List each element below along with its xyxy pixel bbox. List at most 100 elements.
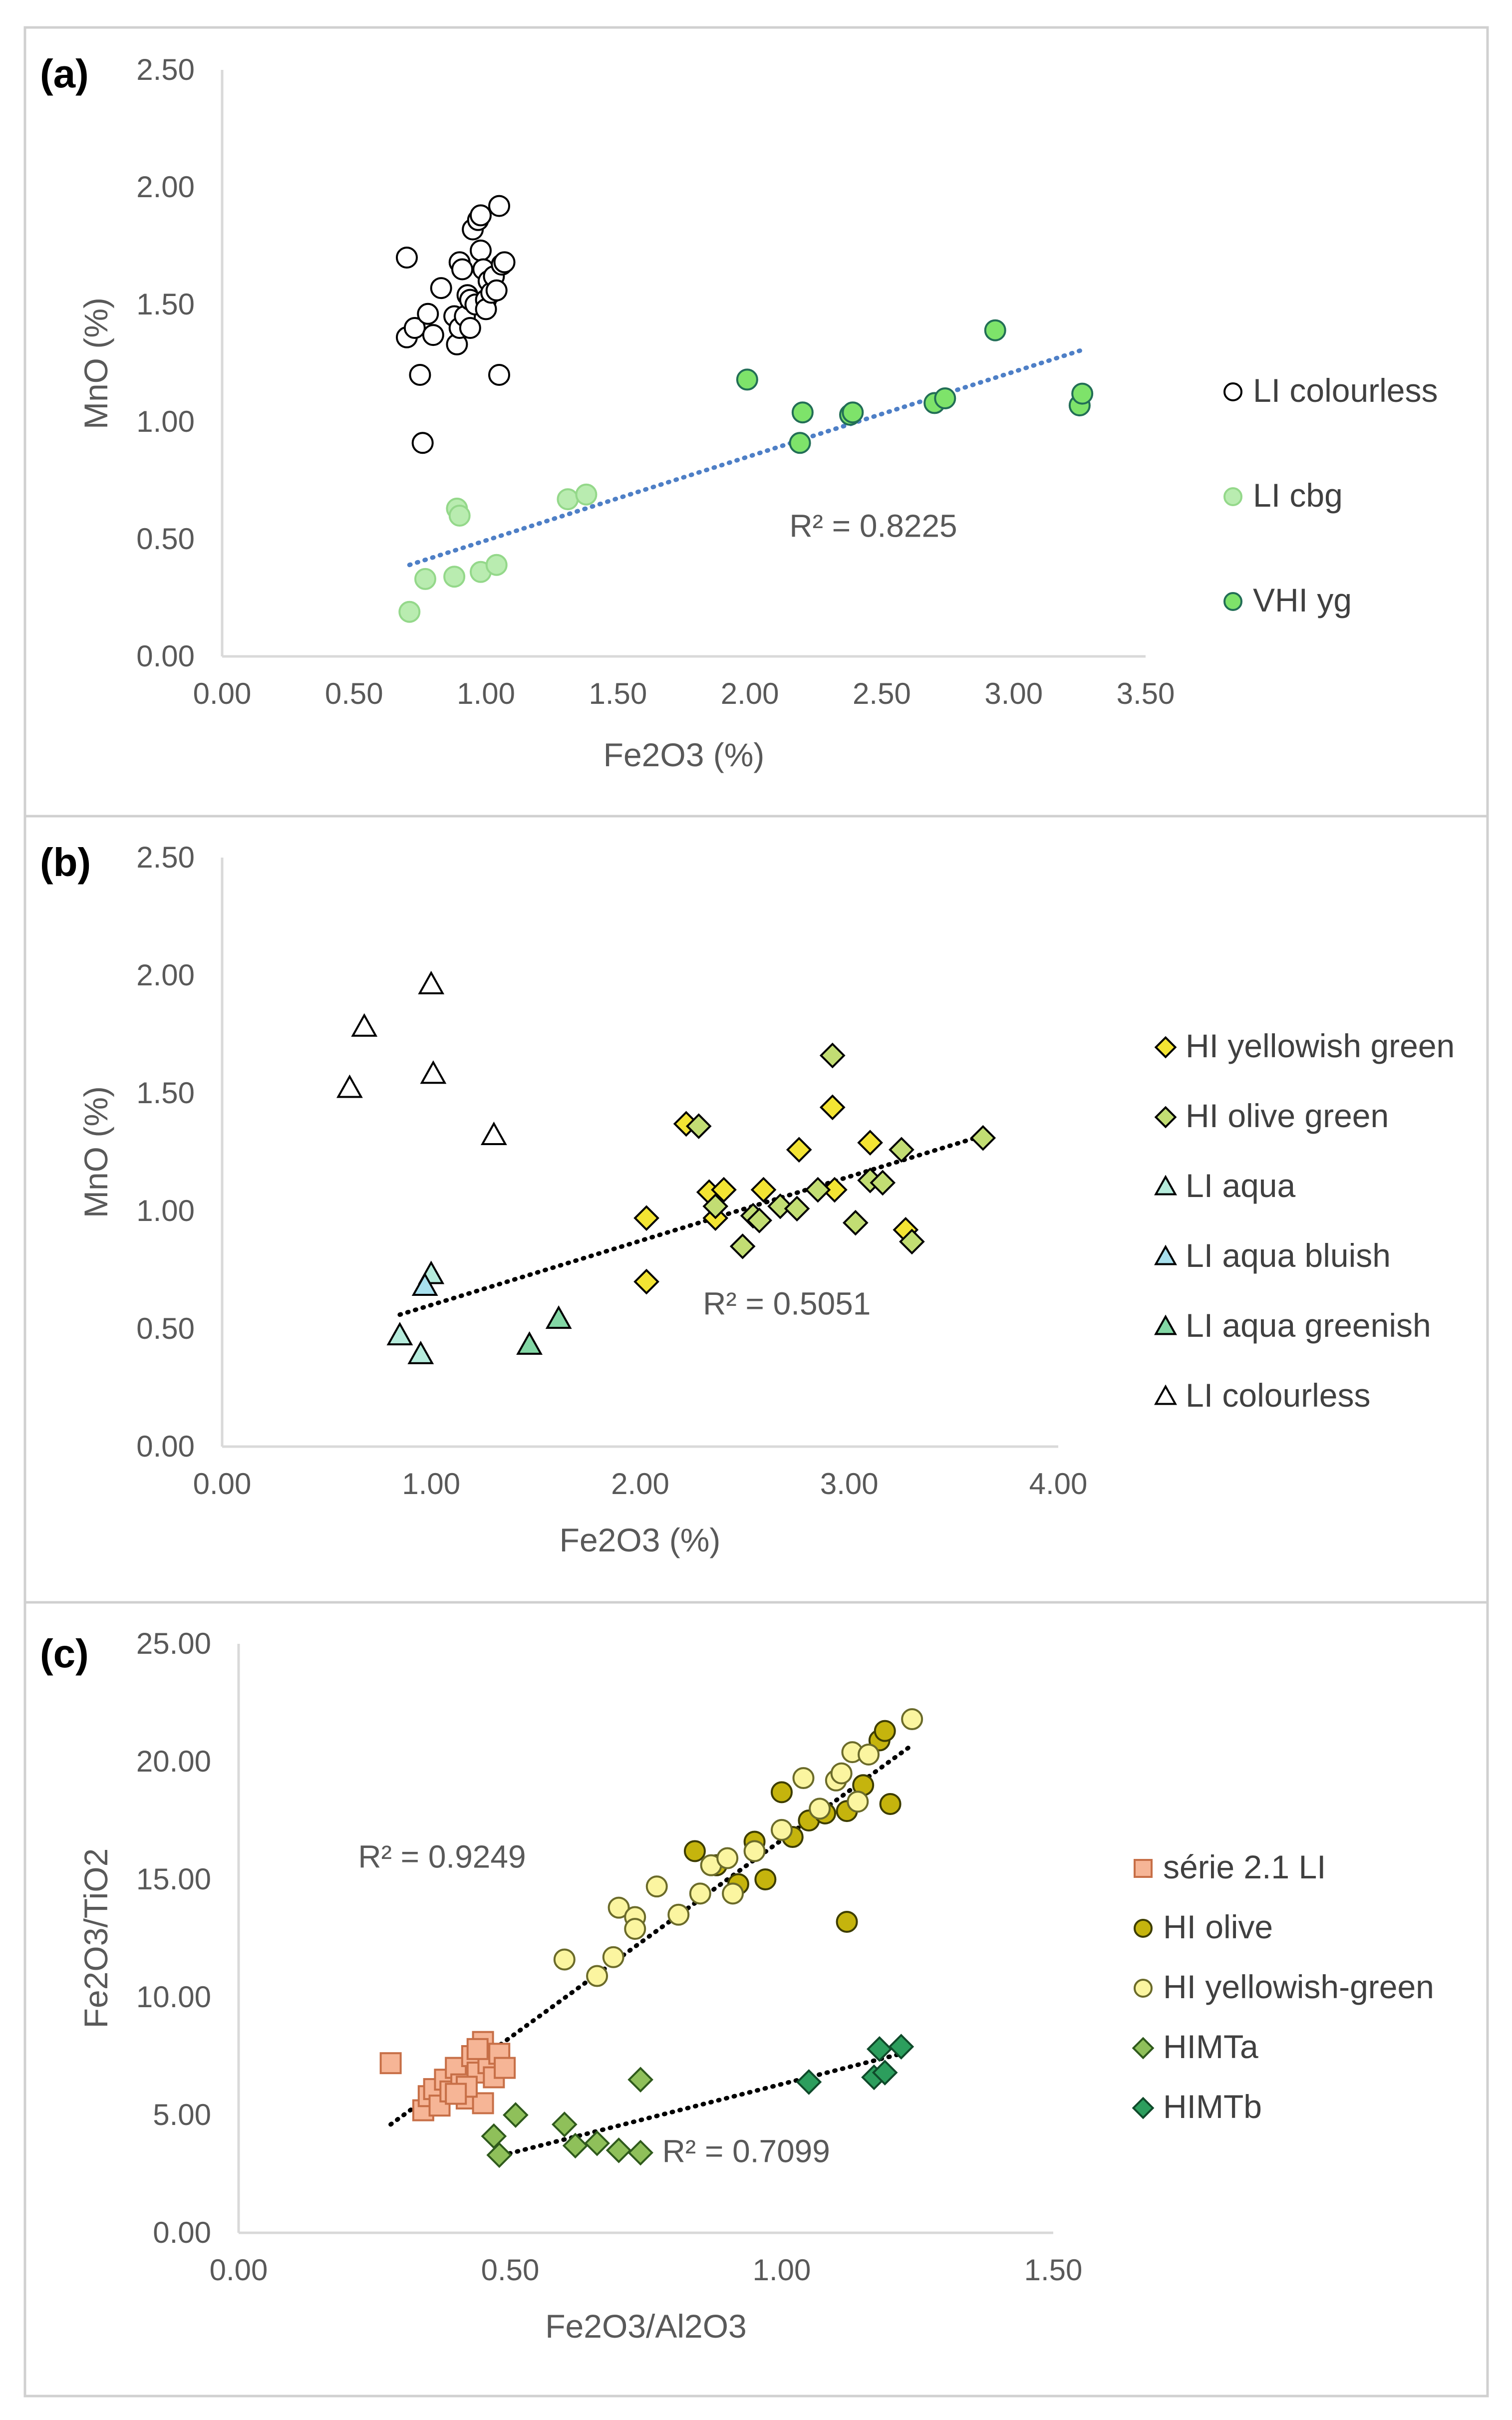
trendline — [407, 346, 1087, 568]
hi-olive-green-point — [729, 1233, 756, 1259]
panel-b-label: (b) — [40, 840, 91, 885]
himtb-point — [872, 2060, 898, 2086]
panel-b-y-title: MnO (%) — [77, 1086, 114, 1218]
x-tick-label: 3.00 — [820, 1467, 879, 1501]
y-tick-label: 1.50 — [136, 288, 195, 321]
y-tick-label: 2.50 — [136, 53, 195, 86]
r-squared-label: R² = 0.5051 — [703, 1286, 871, 1322]
hi-olive-green-point — [784, 1196, 810, 1222]
hi-olive-green-point — [819, 1042, 846, 1069]
hi-olive-green-point — [899, 1228, 925, 1255]
x-tick-label: 4.00 — [1029, 1467, 1088, 1501]
legend-label-li-cbg: LI cbg — [1253, 477, 1343, 514]
hi-olive-green-point — [889, 1137, 914, 1163]
legend-label-hi-yellowish-green: HI yellowish green — [1186, 1027, 1455, 1064]
legend-label-hi-olive-green: HI olive green — [1186, 1097, 1389, 1134]
himtb-point — [867, 2036, 893, 2062]
legend-label-li-aqua: LI aqua — [1186, 1167, 1295, 1204]
li-cbg-point — [485, 554, 508, 576]
hi-yellowish-green-point — [750, 1177, 777, 1203]
himta-point — [562, 2132, 589, 2159]
hi-yellowish-green-point — [667, 1903, 690, 1926]
y-tick-label: 0.00 — [136, 1430, 195, 1463]
li-colourless-point — [336, 1074, 363, 1098]
hi-yellowish-green-point — [792, 1767, 815, 1790]
panel-c-x-title: Fe2O3/Al2O3 — [545, 2308, 747, 2345]
li-colourless-point — [459, 317, 481, 339]
y-tick-label: 0.50 — [136, 522, 195, 556]
legend-marker-li-aqua — [1154, 1175, 1177, 1196]
legend-marker-hi-yellowish-green — [1134, 1979, 1153, 1998]
s-rie-2-1-li-point — [445, 2083, 467, 2105]
hi-yellowish-green-point — [819, 1094, 846, 1121]
panel-c-y-title: Fe2O3/TiO2 — [77, 1848, 114, 2029]
himta-point — [605, 2137, 632, 2163]
y-tick-label: 15.00 — [136, 1862, 211, 1896]
s-rie-2-1-li-point — [466, 2038, 489, 2060]
hi-olive-green-point — [767, 1193, 793, 1219]
r-squared-label: R² = 0.7099 — [662, 2133, 830, 2169]
li-colourless-point — [418, 970, 445, 994]
himta-point — [486, 2142, 513, 2168]
y-tick-label: 2.00 — [136, 958, 195, 992]
li-colourless-point — [396, 247, 418, 269]
trendline — [397, 1133, 985, 1317]
li-aqua-point — [386, 1322, 413, 1346]
panel-a-legend: LI colourless LI cbg VHI yg — [1223, 372, 1438, 618]
li-cbg-point — [414, 568, 436, 590]
hi-olive-point — [754, 1868, 777, 1890]
li-colourless-point — [485, 279, 508, 302]
hi-yellowish-green-point — [602, 1946, 624, 1968]
li-colourless-point — [470, 239, 492, 262]
hi-yellowish-green-point — [786, 1137, 812, 1163]
hi-yellowish-green-point — [809, 1798, 831, 1820]
panel-a-plot: 0.00 0.50 1.00 1.50 2.00 2.50 3.00 3.50 0.00 0.50… — [136, 53, 1175, 710]
x-tick-label: 0.50 — [481, 2253, 540, 2287]
x-tick-label: 1.00 — [753, 2253, 811, 2287]
y-tick-label: 2.00 — [136, 170, 195, 204]
x-tick-label: 2.00 — [721, 677, 779, 710]
x-tick-label: 3.50 — [1117, 677, 1175, 710]
x-tick-label: 2.50 — [853, 677, 911, 710]
panel-b-legend: HI yellowish green HI olive green LI aqua L… — [1154, 1027, 1455, 1414]
li-aqua-greenish-point — [545, 1305, 572, 1329]
li-colourless-point — [493, 251, 516, 274]
hi-olive-point — [836, 1910, 858, 1933]
legend-marker-vhi-yg — [1223, 592, 1242, 611]
hi-yellowish-green-point — [722, 1882, 744, 1905]
legend-marker-s-rie-2-1-li — [1134, 1859, 1153, 1878]
panel-c-legend: série 2.1 LI HI olive HI yellowish-green HI… — [1132, 1848, 1434, 2125]
li-colourless-point — [417, 302, 439, 325]
legend-label-himta: HIMTa — [1163, 2028, 1258, 2065]
legend-label-li-aqua-bluish: LI aqua bluish — [1186, 1237, 1391, 1274]
x-tick-label: 1.00 — [457, 677, 515, 710]
legend-marker-li-aqua-greenish — [1154, 1314, 1177, 1335]
hi-yellowish-green-point — [689, 1882, 711, 1905]
hi-olive-point — [771, 1781, 793, 1804]
li-colourless-point — [430, 277, 452, 300]
x-tick-label: 3.00 — [984, 677, 1043, 710]
li-colourless-point — [420, 1060, 447, 1084]
legend-marker-hi-yellowish-green — [1154, 1036, 1177, 1059]
r-squared-label: R² = 0.8225 — [789, 508, 957, 544]
vhi-yg-point — [736, 368, 758, 391]
legend-label-hi-yellowish-green: HI yellowish-green — [1163, 1968, 1434, 2005]
li-cbg-point — [448, 505, 471, 527]
vhi-yg-point — [934, 387, 956, 409]
li-colourless-point — [422, 324, 444, 346]
y-tick-label: 1.00 — [136, 405, 195, 438]
hi-yellowish-green-point — [624, 1918, 646, 1940]
li-colourless-point — [451, 258, 473, 281]
x-tick-label: 1.50 — [589, 677, 647, 710]
legend-label-himtb: HIMTb — [1163, 2088, 1262, 2125]
legend-marker-li-aqua-bluish — [1154, 1244, 1177, 1265]
panel-a: (a) 0.00 0.50 1.00 1.50 2.00 2.50 3.00 3.500.00… — [23, 26, 1489, 818]
legend-label-li-colourless: LI colourless — [1186, 1377, 1371, 1414]
panel-a-y-title: MnO (%) — [77, 298, 114, 429]
hi-olive-green-point — [805, 1177, 831, 1203]
hi-yellowish-green-point — [901, 1708, 923, 1731]
y-tick-label: 1.00 — [136, 1194, 195, 1227]
hi-yellowish-green-point — [716, 1847, 739, 1869]
y-tick-label: 1.50 — [136, 1076, 195, 1110]
hi-olive-green-point — [970, 1125, 996, 1151]
